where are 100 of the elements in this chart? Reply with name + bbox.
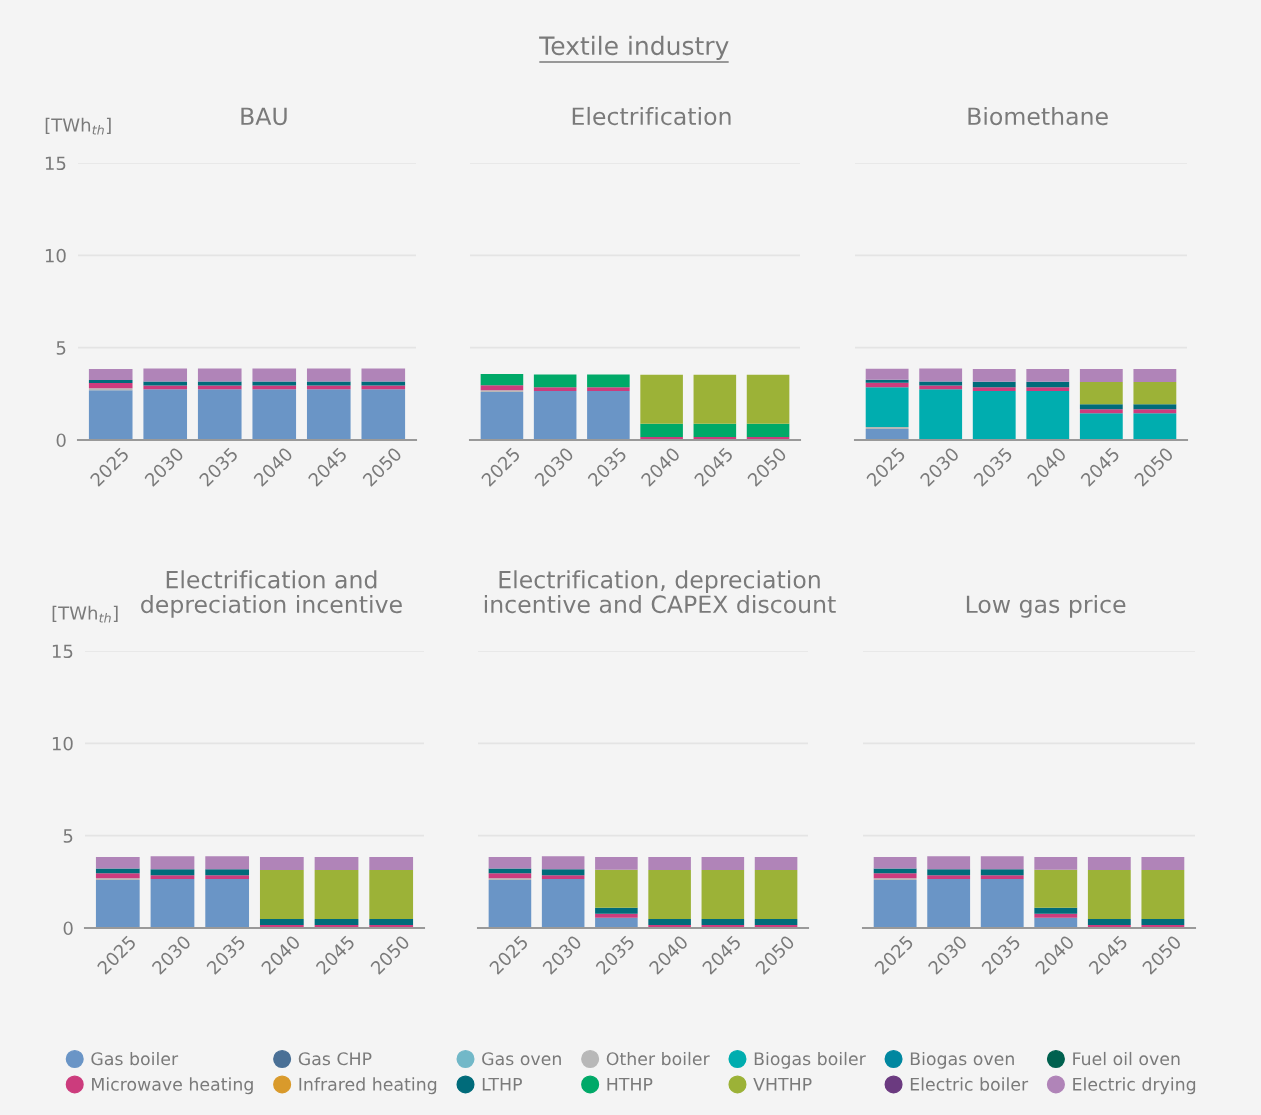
bar — [143, 381, 188, 386]
bar — [150, 856, 195, 870]
bar — [369, 857, 414, 871]
bar — [252, 368, 297, 382]
legend-label: LTHP — [482, 1077, 522, 1091]
bar — [701, 857, 745, 871]
bar — [1133, 409, 1177, 414]
text: Textile industry — [539, 35, 729, 60]
bar — [150, 869, 195, 876]
bar — [1034, 869, 1078, 908]
bar — [488, 879, 532, 928]
bar — [648, 918, 691, 926]
legend-label: HTHP — [607, 1077, 653, 1091]
bar — [259, 857, 304, 871]
bar — [95, 857, 140, 869]
bar — [754, 870, 798, 919]
bar — [972, 387, 1016, 392]
bar — [865, 387, 909, 428]
bar — [361, 389, 406, 440]
chart-title: Electrification and depreciation incentive — [141, 570, 402, 618]
bar — [259, 870, 304, 919]
legend-label: Biogas boiler — [754, 1051, 866, 1069]
bar — [595, 856, 638, 870]
bar — [1079, 369, 1123, 383]
chart-title: Low gas price — [966, 594, 1126, 618]
bar — [1034, 907, 1078, 914]
bar — [865, 368, 909, 380]
bar — [640, 423, 683, 438]
legend-label: Gas boiler — [91, 1051, 179, 1066]
bar — [314, 918, 359, 926]
bar — [701, 870, 745, 919]
bar — [865, 428, 909, 440]
bar — [648, 870, 691, 919]
chart-title: BAU — [241, 107, 287, 126]
bar — [919, 381, 963, 386]
bar — [595, 869, 638, 908]
bar — [648, 857, 691, 871]
y-axis-title: [TWh$_{th}$] — [45, 117, 111, 135]
y-tick-label: 5 — [56, 341, 66, 355]
y-tick-label: 10 — [52, 736, 73, 751]
bar — [927, 869, 971, 876]
bar — [533, 391, 577, 440]
bar — [314, 857, 359, 871]
bar — [95, 873, 140, 879]
bar — [1141, 918, 1185, 926]
legend-label: Electric boiler — [910, 1077, 1029, 1091]
bar — [488, 873, 532, 879]
bar — [1026, 381, 1070, 388]
bar — [1133, 382, 1177, 405]
legend-label: Gas CHP — [298, 1052, 372, 1066]
bar — [873, 873, 917, 879]
bar — [693, 374, 737, 424]
bar — [259, 918, 304, 926]
bar — [595, 913, 638, 918]
bar — [1133, 369, 1177, 383]
bar — [972, 368, 1016, 382]
bar — [927, 879, 971, 928]
bar — [980, 856, 1024, 870]
bar — [533, 374, 577, 388]
bar — [252, 381, 297, 386]
chart-title: Biomethane — [968, 106, 1108, 126]
bar — [88, 390, 133, 440]
legend-label: VHTHP — [753, 1077, 812, 1091]
bar — [197, 368, 242, 382]
bar — [369, 870, 414, 919]
y-tick-label: 0 — [63, 921, 73, 936]
bar — [197, 389, 242, 440]
y-tick-label: 15 — [45, 156, 66, 171]
bar — [143, 389, 188, 440]
bar — [1034, 856, 1078, 870]
bar — [1133, 404, 1177, 410]
bar — [927, 856, 971, 870]
bar — [480, 374, 524, 386]
bar — [541, 856, 585, 870]
bar — [1087, 870, 1131, 919]
bar — [587, 374, 630, 388]
legend-label: Microwave heating — [92, 1077, 253, 1095]
bar — [640, 374, 683, 424]
bar — [1079, 382, 1123, 405]
bar — [480, 385, 524, 391]
legend-label: Biogas oven — [910, 1051, 1014, 1069]
bar — [927, 875, 971, 880]
bar — [88, 383, 133, 389]
bar — [205, 875, 250, 880]
bar — [1087, 918, 1131, 926]
bar — [1141, 857, 1185, 871]
legend-label: Other boiler — [606, 1051, 710, 1066]
bar — [205, 856, 250, 870]
bar — [746, 423, 790, 438]
bar — [541, 875, 585, 880]
bar — [701, 918, 745, 926]
bar — [205, 879, 250, 928]
bar — [88, 379, 133, 384]
bar — [306, 381, 351, 386]
bar — [754, 857, 798, 871]
bar — [361, 381, 406, 386]
y-tick-label: 15 — [52, 644, 73, 659]
chart-title: Electrification, depreciation incentive and CAPEX discount — [484, 570, 836, 614]
bar — [541, 869, 585, 876]
bar — [919, 389, 963, 440]
